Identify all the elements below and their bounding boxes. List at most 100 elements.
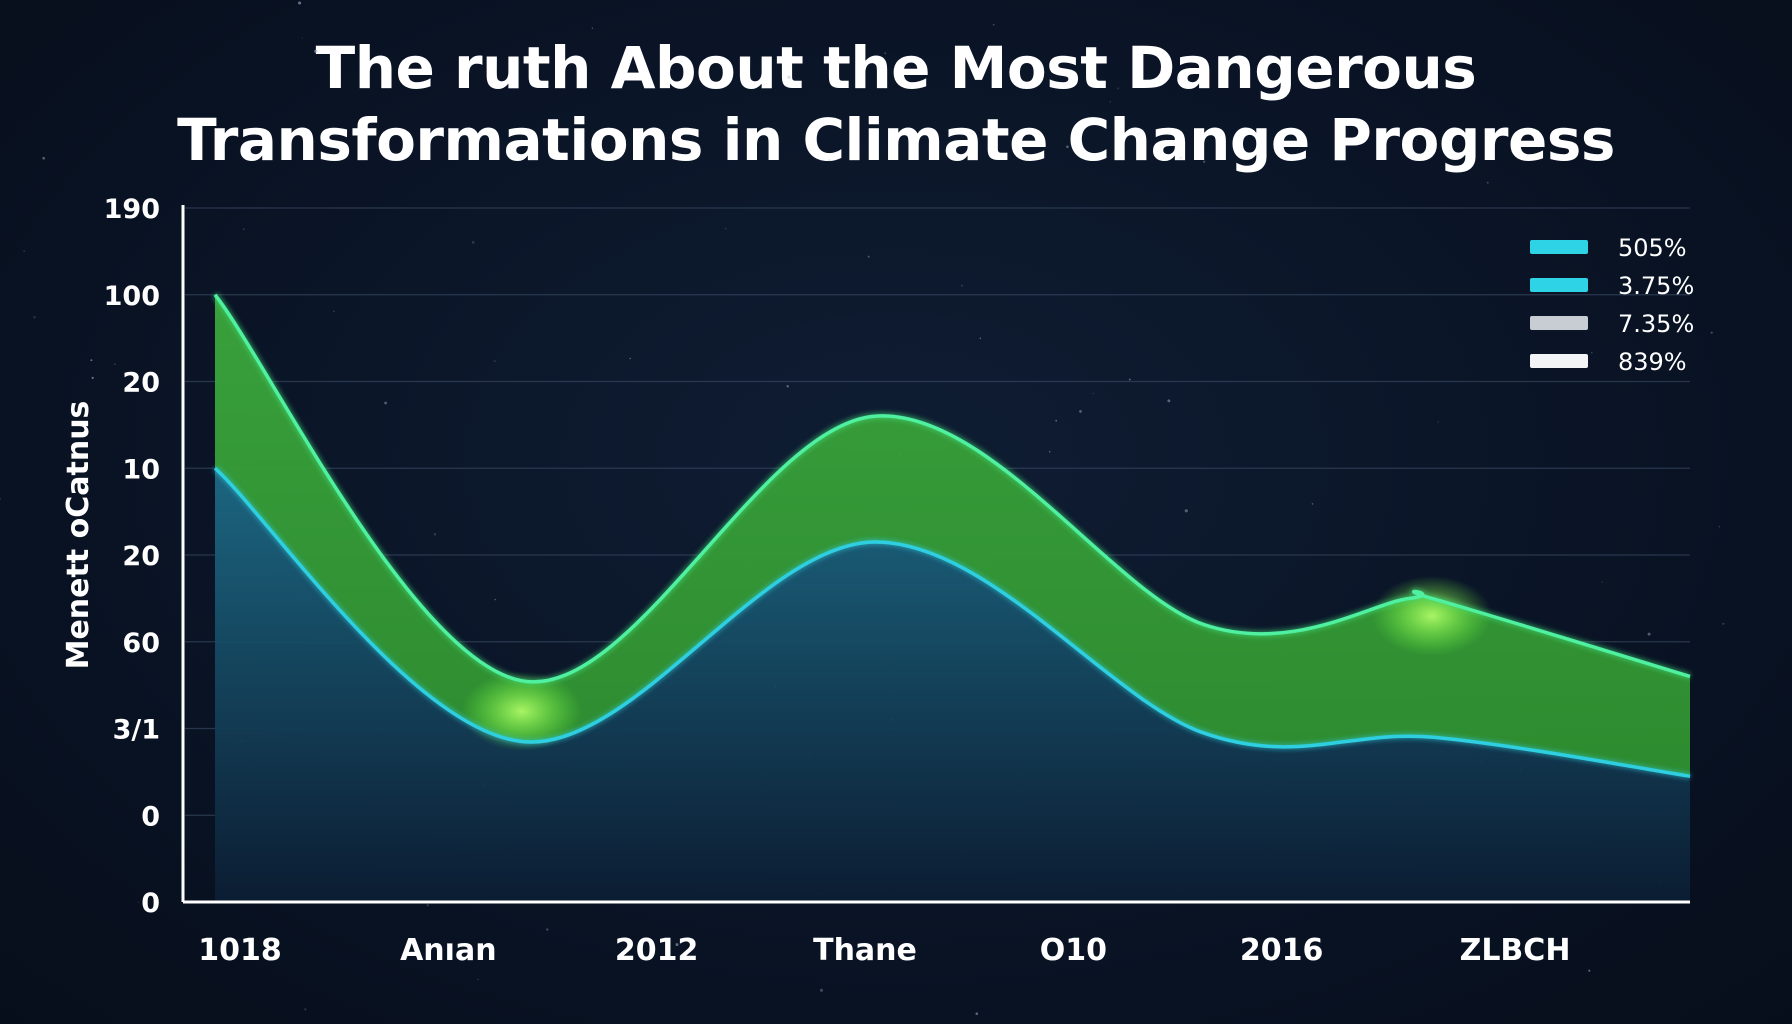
y-tick-label: 190	[104, 194, 160, 225]
star	[1590, 351, 1593, 354]
star	[23, 250, 25, 252]
star	[1647, 632, 1651, 636]
star	[384, 401, 387, 405]
y-tick-label: 20	[122, 541, 160, 572]
star	[975, 1012, 979, 1015]
star	[787, 75, 791, 79]
star	[494, 598, 496, 601]
series-band-upper	[215, 294, 1690, 777]
x-tick-label: 2016	[1240, 933, 1324, 968]
star	[433, 533, 437, 536]
series-line-lower	[213, 466, 1691, 778]
star	[333, 310, 335, 312]
chart-title-line-1: The ruth About the Most Dangerous	[315, 34, 1477, 102]
star	[1486, 181, 1489, 184]
glow-highlight	[1371, 575, 1492, 656]
y-tick-label: 60	[122, 628, 160, 659]
star	[1109, 101, 1112, 103]
legend: 505% 3.75% 7.35% 839%	[1530, 234, 1694, 376]
star	[629, 357, 631, 360]
star	[84, 420, 87, 424]
y-tick-label: 10	[122, 454, 160, 485]
chart-title: The ruth About the Most Dangerous Transf…	[0, 32, 1792, 176]
star	[1066, 145, 1069, 149]
star	[979, 337, 982, 340]
star	[1184, 509, 1188, 513]
star	[724, 227, 727, 230]
star	[828, 159, 831, 162]
area-series	[212, 292, 1692, 902]
legend-swatch	[1530, 316, 1588, 330]
star	[786, 385, 789, 388]
star	[1202, 160, 1206, 164]
star	[91, 376, 94, 380]
star	[819, 988, 824, 992]
star	[1415, 139, 1418, 141]
series-line-upper	[213, 293, 1691, 684]
star	[493, 360, 496, 363]
star	[884, 52, 887, 55]
x-tick-label: 1018	[198, 933, 282, 968]
star	[314, 49, 318, 53]
star	[1437, 421, 1439, 423]
star	[1092, 392, 1095, 395]
star	[242, 228, 245, 231]
star	[0, 497, 2, 500]
star	[90, 359, 93, 362]
y-tick-label: 20	[122, 368, 160, 399]
star	[1079, 409, 1082, 413]
star	[591, 27, 594, 29]
star	[1311, 503, 1314, 505]
star	[301, 37, 303, 39]
y-tick-label: 0	[141, 801, 160, 832]
chart-title-line-2: Transformations in Climate Change Progre…	[177, 106, 1615, 174]
star	[1718, 526, 1721, 528]
star	[114, 363, 116, 366]
star	[1179, 156, 1183, 160]
star	[1055, 419, 1058, 422]
star	[298, 1, 302, 5]
legend-swatch	[1530, 354, 1588, 368]
star	[867, 255, 870, 258]
star	[1128, 378, 1131, 381]
star	[471, 240, 475, 244]
star	[1176, 77, 1180, 80]
legend-label: 7.35%	[1618, 310, 1694, 338]
star	[546, 928, 549, 931]
star	[426, 904, 429, 907]
star	[992, 23, 995, 26]
series-area-lower	[215, 468, 1690, 902]
star	[1710, 331, 1713, 334]
y-axis-label: Menett oCatnus	[61, 401, 96, 670]
star	[1601, 581, 1603, 583]
star	[477, 978, 479, 981]
x-tick-label: ZLBCH	[1460, 933, 1571, 968]
axes	[181, 205, 1690, 904]
star	[675, 943, 679, 947]
x-tick-label: 2012	[615, 933, 699, 968]
star	[33, 315, 36, 319]
x-tick-label: Thane	[813, 933, 917, 968]
y-axis-ticks: 190 100 20 10 20 60 3/1 0 0	[104, 194, 160, 919]
x-axis-ticks: 1018 Anıan 2012 Thane O10 2016 ZLBCH	[198, 933, 1570, 968]
x-tick-label: Anıan	[400, 933, 496, 968]
star	[42, 156, 46, 160]
star	[961, 284, 963, 287]
legend-swatch	[1530, 240, 1588, 254]
star	[304, 1008, 307, 1011]
star	[1049, 451, 1051, 453]
y-tick-label: 0	[141, 888, 160, 919]
legend-swatch	[1530, 278, 1588, 292]
star	[1588, 969, 1591, 972]
x-tick-label: O10	[1040, 933, 1107, 968]
star	[1167, 399, 1171, 403]
legend-label: 505%	[1618, 234, 1687, 262]
legend-label: 3.75%	[1618, 272, 1694, 300]
y-tick-label: 100	[104, 281, 160, 312]
star	[1722, 622, 1725, 625]
star	[1117, 87, 1120, 90]
star	[137, 901, 139, 903]
y-tick-label: 3/1	[113, 715, 160, 746]
legend-label: 839%	[1618, 348, 1687, 376]
